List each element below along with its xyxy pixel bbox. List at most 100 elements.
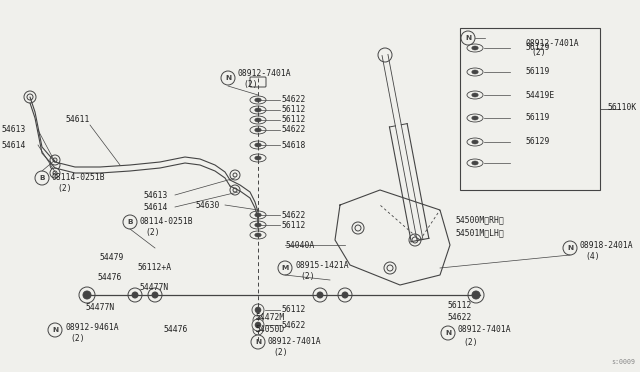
Circle shape <box>230 170 240 180</box>
Circle shape <box>409 234 421 246</box>
Text: 54622: 54622 <box>448 312 472 321</box>
Ellipse shape <box>250 116 266 124</box>
Ellipse shape <box>250 221 266 229</box>
Circle shape <box>221 71 235 85</box>
Circle shape <box>317 292 323 298</box>
Text: (2): (2) <box>70 334 84 343</box>
Text: 54618: 54618 <box>282 141 307 150</box>
Text: 54476: 54476 <box>163 326 188 334</box>
Circle shape <box>251 335 265 349</box>
Circle shape <box>342 292 348 298</box>
Circle shape <box>152 292 158 298</box>
Text: B: B <box>127 219 132 225</box>
Text: (2): (2) <box>463 337 477 346</box>
Ellipse shape <box>472 70 478 74</box>
Ellipse shape <box>255 98 261 102</box>
Text: 54614: 54614 <box>143 202 168 212</box>
Ellipse shape <box>250 231 266 239</box>
Circle shape <box>256 328 260 332</box>
Ellipse shape <box>255 156 261 160</box>
Text: 56112: 56112 <box>282 305 307 314</box>
Text: 54622: 54622 <box>282 211 307 219</box>
Circle shape <box>230 185 240 195</box>
Circle shape <box>48 323 62 337</box>
Ellipse shape <box>255 233 261 237</box>
Circle shape <box>50 168 60 178</box>
Text: N: N <box>567 245 573 251</box>
Ellipse shape <box>255 143 261 147</box>
Text: (2): (2) <box>243 80 258 89</box>
Text: 08915-1421A: 08915-1421A <box>295 260 349 269</box>
Ellipse shape <box>472 116 478 120</box>
Circle shape <box>256 318 260 322</box>
Ellipse shape <box>250 211 266 219</box>
FancyBboxPatch shape <box>250 77 266 87</box>
Circle shape <box>24 91 36 103</box>
Circle shape <box>278 261 292 275</box>
Text: (2): (2) <box>57 183 72 192</box>
Ellipse shape <box>255 213 261 217</box>
Text: 56112: 56112 <box>282 115 307 125</box>
Circle shape <box>50 155 60 165</box>
Ellipse shape <box>255 128 261 132</box>
Text: M: M <box>282 265 289 271</box>
Text: 54479: 54479 <box>100 253 124 263</box>
Ellipse shape <box>250 96 266 104</box>
Text: s:0009: s:0009 <box>611 359 635 365</box>
Ellipse shape <box>467 91 483 99</box>
Text: 54472M: 54472M <box>255 314 284 323</box>
Text: N: N <box>255 339 261 345</box>
Circle shape <box>338 288 352 302</box>
Circle shape <box>255 307 261 313</box>
Ellipse shape <box>250 141 266 149</box>
Text: (2): (2) <box>273 349 287 357</box>
Circle shape <box>79 287 95 303</box>
Circle shape <box>352 222 364 234</box>
Circle shape <box>441 326 455 340</box>
Circle shape <box>461 31 475 45</box>
Ellipse shape <box>467 68 483 76</box>
Circle shape <box>313 288 327 302</box>
Ellipse shape <box>250 154 266 162</box>
Text: N: N <box>52 327 58 333</box>
Circle shape <box>252 304 264 316</box>
Text: 54622: 54622 <box>282 125 307 135</box>
Text: 54613: 54613 <box>2 125 26 135</box>
Ellipse shape <box>255 118 261 122</box>
Ellipse shape <box>467 138 483 146</box>
Ellipse shape <box>255 223 261 227</box>
Text: 08912-7401A: 08912-7401A <box>526 38 580 48</box>
Text: 54477N: 54477N <box>85 304 115 312</box>
Ellipse shape <box>472 93 478 97</box>
Text: 08912-7401A: 08912-7401A <box>458 326 511 334</box>
Ellipse shape <box>250 126 266 134</box>
Text: 08912-9461A: 08912-9461A <box>65 324 118 333</box>
Circle shape <box>132 292 138 298</box>
Text: 54476: 54476 <box>98 273 122 282</box>
Text: 08912-7401A: 08912-7401A <box>268 337 322 346</box>
Circle shape <box>384 262 396 274</box>
Text: 56119: 56119 <box>526 113 550 122</box>
Text: 54611: 54611 <box>65 115 90 125</box>
Text: 56110K: 56110K <box>608 103 637 112</box>
Text: (4): (4) <box>585 253 600 262</box>
Text: 56119: 56119 <box>526 67 550 77</box>
Circle shape <box>472 291 480 299</box>
Text: 54622: 54622 <box>282 321 307 330</box>
Circle shape <box>468 287 484 303</box>
Text: B: B <box>39 175 45 181</box>
Text: 54477N: 54477N <box>140 282 169 292</box>
Circle shape <box>255 322 261 328</box>
Bar <box>460 28 600 190</box>
Text: 08114-0251B: 08114-0251B <box>140 218 194 227</box>
Text: N: N <box>225 75 231 81</box>
Ellipse shape <box>255 108 261 112</box>
Ellipse shape <box>467 114 483 122</box>
Ellipse shape <box>472 161 478 165</box>
Circle shape <box>123 215 137 229</box>
Text: 08912-7401A: 08912-7401A <box>238 68 292 77</box>
Text: 54040A: 54040A <box>285 241 314 250</box>
Text: 08918-2401A: 08918-2401A <box>580 241 634 250</box>
Ellipse shape <box>250 106 266 114</box>
Text: 54613: 54613 <box>143 190 168 199</box>
